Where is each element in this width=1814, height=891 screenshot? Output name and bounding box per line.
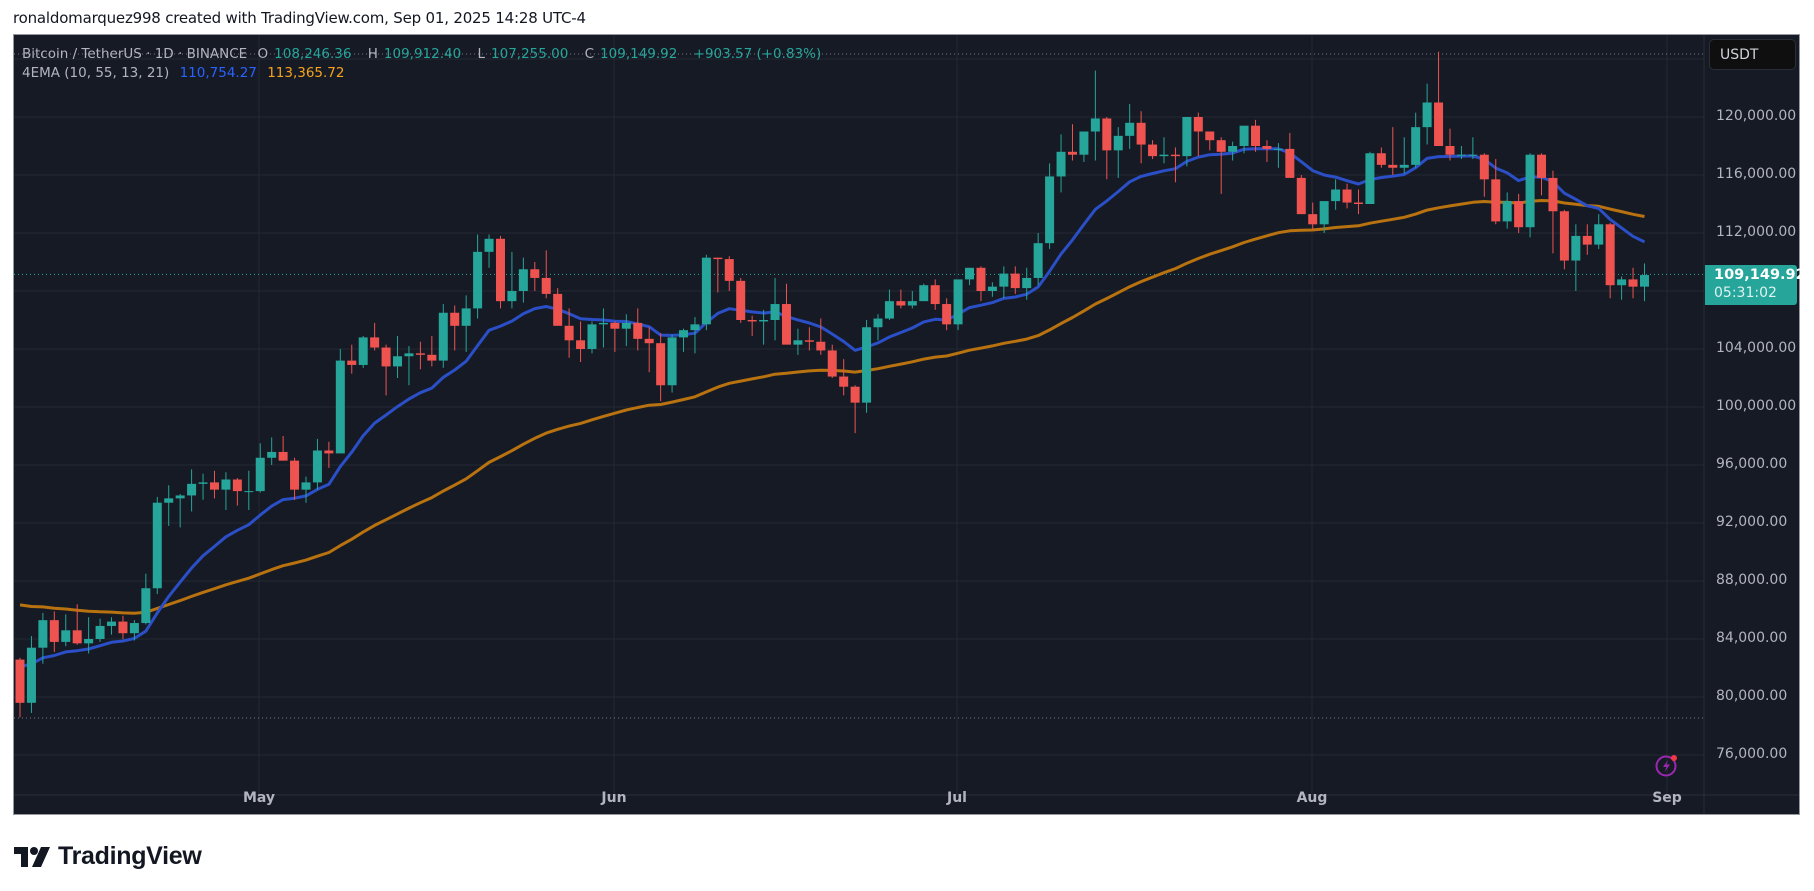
price-tick-label: 104,000.00: [1716, 340, 1797, 356]
price-tick-label: 88,000.00: [1716, 572, 1788, 588]
symbol-row: Bitcoin / TetherUS · 1D · BINANCE O 108,2…: [22, 45, 827, 64]
price-tick-label: 120,000.00: [1716, 108, 1797, 124]
close-label: C: [584, 46, 595, 62]
low-value: 107,255.00: [491, 46, 569, 62]
time-tick-label: Jul: [947, 790, 967, 806]
price-tick-label: 92,000.00: [1716, 514, 1788, 530]
tradingview-logo[interactable]: TradingView: [14, 842, 202, 871]
price-tick-label: 100,000.00: [1716, 398, 1797, 414]
chart-credit: ronaldomarquez998 created with TradingVi…: [13, 9, 586, 27]
last-price: 109,149.92: [1714, 267, 1806, 283]
chart-legend: Bitcoin / TetherUS · 1D · BINANCE O 108,2…: [22, 45, 827, 83]
lightning-alert-icon[interactable]: [1654, 752, 1680, 778]
time-tick-label: Jun: [601, 790, 627, 806]
open-label: O: [257, 46, 269, 62]
low-label: L: [477, 46, 486, 62]
time-tick-label: Sep: [1652, 790, 1682, 806]
brand-name: TradingView: [58, 842, 202, 870]
ema-slow-value: 113,365.72: [267, 65, 345, 81]
price-tick-label: 96,000.00: [1716, 456, 1788, 472]
close-value: 109,149.92: [600, 46, 678, 62]
indicator-row: 4EMA (10, 55, 13, 21) 110,754.27 113,365…: [22, 64, 827, 83]
high-value: 109,912.40: [383, 46, 462, 62]
price-tick-label: 112,000.00: [1716, 224, 1797, 240]
symbol-name[interactable]: Bitcoin / TetherUS · 1D · BINANCE: [22, 46, 248, 62]
open-value: 108,246.36: [274, 46, 352, 62]
ema-fast-value: 110,754.27: [179, 65, 257, 81]
currency-button[interactable]: USDT: [1709, 39, 1796, 70]
price-tick-label: 80,000.00: [1716, 688, 1788, 704]
high-label: H: [367, 46, 378, 62]
price-tick-label: 84,000.00: [1716, 630, 1788, 646]
price-tick-label: 116,000.00: [1716, 166, 1797, 182]
bar-countdown: 05:31:02: [1714, 285, 1777, 301]
indicator-name[interactable]: 4EMA (10, 55, 13, 21): [22, 65, 170, 81]
last-price-label: 109,149.92 05:31:02: [1705, 265, 1806, 305]
price-tick-label: 76,000.00: [1716, 746, 1788, 762]
time-tick-label: May: [242, 790, 276, 806]
tradingview-logo-icon: [14, 846, 50, 867]
time-tick-label: Aug: [1296, 790, 1328, 806]
change-value: +903.57 (+0.83%): [693, 46, 822, 62]
chart-panel[interactable]: [13, 34, 1800, 815]
